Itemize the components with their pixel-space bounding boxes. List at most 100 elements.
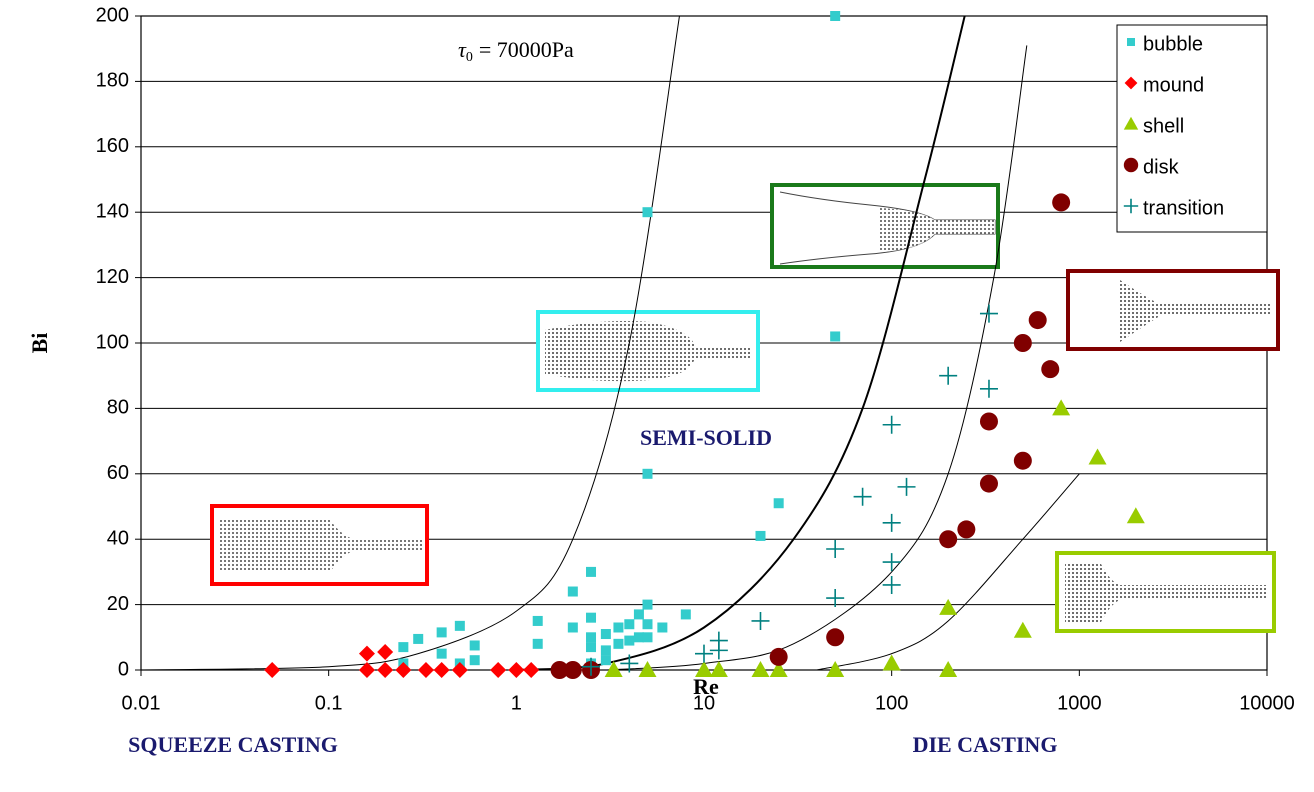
tau-symbol: τ: [458, 37, 467, 62]
series: [582, 304, 998, 676]
marker-square: [586, 566, 597, 577]
marker-plus: [695, 644, 713, 663]
marker-circle: [1013, 451, 1032, 470]
marker-plus: [853, 487, 872, 506]
x-tick-label: 10000: [1239, 692, 1295, 714]
marker-circle: [769, 647, 788, 666]
marker-square: [613, 638, 624, 649]
y-tick-label: 180: [96, 70, 129, 92]
marker-square: [567, 586, 578, 597]
marker-square: [532, 638, 543, 649]
marker-circle: [957, 520, 976, 539]
marker-diamond: [377, 644, 394, 661]
legend-label: bubble: [1143, 33, 1203, 55]
marker-diamond: [417, 662, 434, 678]
marker-diamond: [451, 662, 468, 678]
x-tick-label: 10: [693, 692, 715, 714]
marker-circle: [563, 661, 582, 679]
y-tick-label: 0: [118, 658, 129, 680]
legend-label: mound: [1143, 74, 1204, 96]
marker-square: [454, 620, 465, 631]
marker-diamond: [358, 645, 375, 662]
marker-square: [773, 498, 784, 509]
y-tick-label: 20: [107, 593, 129, 615]
marker-square: [680, 609, 691, 620]
tau-annotation: τ0 = 70000Pa: [458, 37, 574, 65]
marker-square: [642, 468, 653, 479]
marker-circle: [826, 628, 845, 647]
region-label: DIE CASTING: [913, 732, 1058, 757]
marker-square: [600, 645, 611, 656]
marker-triangle: [826, 661, 845, 677]
marker-triangle: [604, 661, 623, 677]
marker-triangle: [939, 598, 958, 615]
marker-triangle: [695, 661, 713, 677]
series: [604, 399, 1145, 677]
marker-square: [1127, 38, 1135, 46]
marker-circle: [979, 412, 998, 431]
legend: bubble mound shell disk transition: [1116, 24, 1268, 233]
x-axis-title: Re: [693, 674, 719, 699]
marker-square: [633, 609, 644, 620]
marker-square: [600, 655, 611, 666]
y-tick-label: 80: [107, 397, 129, 419]
fit-curve: [141, 16, 680, 670]
marker-diamond: [1124, 76, 1138, 90]
marker-square: [586, 632, 597, 643]
marker-triangle: [709, 661, 728, 677]
marker-diamond: [395, 662, 412, 678]
marker-square: [633, 632, 644, 643]
marker-plus: [582, 657, 601, 676]
x-tick-label: 0.1: [315, 692, 343, 714]
inset-shell: [1055, 551, 1276, 633]
region-label: SQUEEZE CASTING: [128, 732, 338, 757]
marker-square: [613, 622, 624, 633]
y-tick-label: 200: [96, 4, 129, 26]
marker-square: [624, 619, 635, 630]
marker-square: [469, 640, 480, 651]
marker-square: [642, 619, 653, 630]
y-tick-label: 160: [96, 135, 129, 157]
marker-square: [469, 655, 480, 666]
marker-triangle: [769, 661, 788, 677]
curves: [141, 16, 1080, 670]
marker-plus: [979, 379, 998, 398]
marker-triangle: [1088, 448, 1107, 465]
inset-squeeze: [210, 504, 429, 586]
x-tick-label: 1: [511, 692, 522, 714]
marker-plus: [1123, 198, 1139, 214]
marker-circle: [550, 661, 569, 679]
insets: [210, 183, 1280, 633]
fit-curve: [816, 473, 1080, 670]
marker-triangle: [1052, 399, 1071, 416]
y-tick-label: 100: [96, 331, 129, 353]
marker-plus: [939, 366, 958, 385]
y-tick-label: 140: [96, 200, 129, 222]
y-tick-label: 120: [96, 266, 129, 288]
tau-text: = 70000Pa: [479, 37, 574, 62]
region-label: SEMI-SOLID: [640, 425, 772, 450]
marker-triangle: [939, 661, 958, 677]
marker-circle: [1041, 360, 1060, 379]
marker-plus: [882, 513, 901, 532]
marker-square: [436, 648, 447, 659]
x-tick-label: 100: [875, 692, 908, 714]
legend-label: shell: [1143, 115, 1184, 137]
marker-square: [436, 627, 447, 638]
y-axis-title: Bi: [27, 333, 52, 354]
marker-triangle: [638, 661, 657, 677]
fit-curve: [516, 16, 966, 670]
marker-square: [624, 635, 635, 646]
marker-square: [642, 632, 653, 643]
marker-square: [567, 622, 578, 633]
legend-label: disk: [1143, 156, 1180, 178]
marker-square: [830, 11, 841, 21]
marker-circle: [939, 530, 958, 549]
marker-diamond: [358, 662, 375, 678]
marker-square: [642, 599, 653, 610]
marker-square: [586, 612, 597, 623]
marker-plus: [882, 553, 901, 572]
marker-diamond: [490, 662, 507, 678]
marker-diamond: [523, 662, 540, 678]
